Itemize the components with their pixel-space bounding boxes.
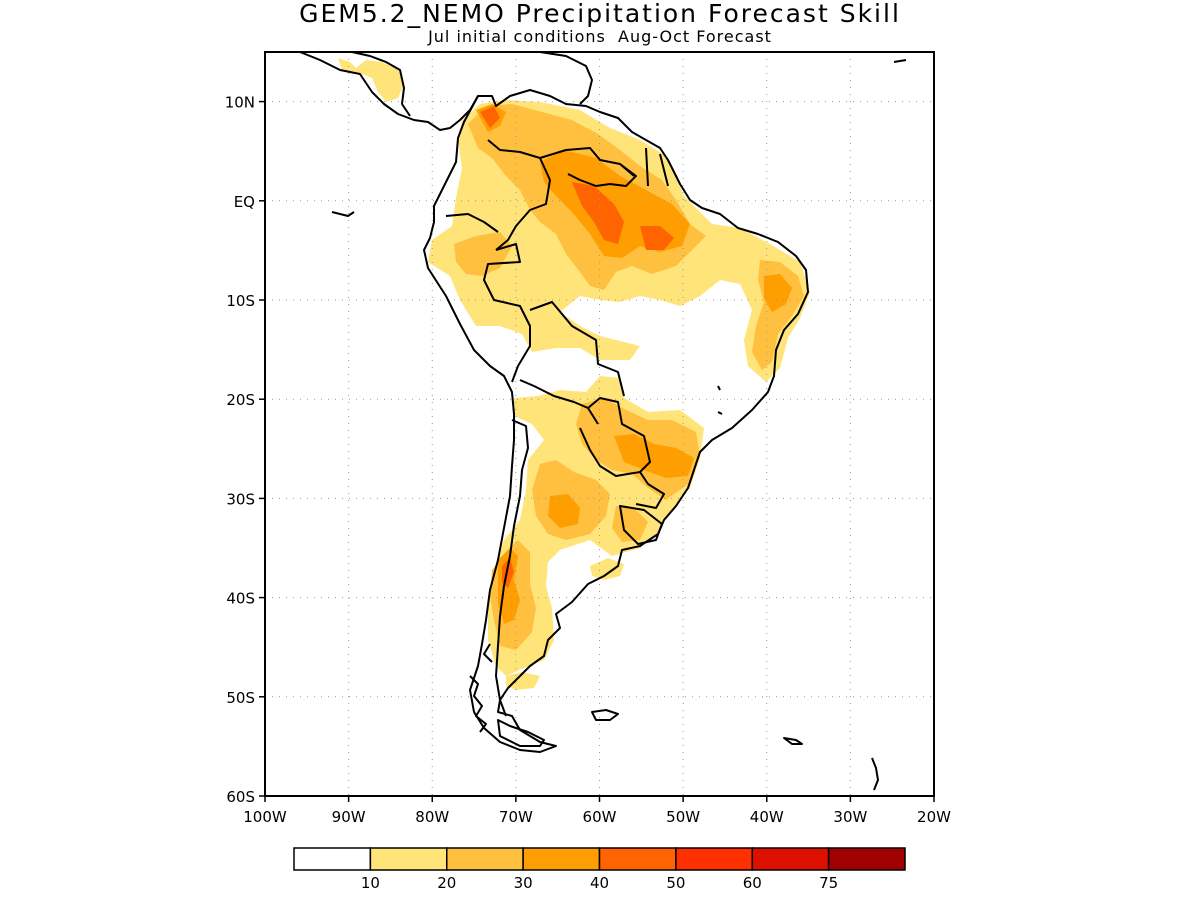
border-ecuador	[445, 213, 499, 233]
central-america-caribbean-coast	[351, 52, 411, 117]
skill-area-argentina-coast	[590, 558, 624, 580]
colorbar-swatch	[522, 847, 601, 871]
south-america-coastline	[423, 89, 809, 753]
colorbar-label: 50	[666, 874, 685, 892]
central-america-coastline	[299, 52, 479, 131]
lon-tick-label: 100W	[243, 808, 287, 826]
skill-area-brazil-east	[764, 274, 792, 312]
skill-area-south-brazil	[614, 434, 694, 478]
lat-tick-label: 30S	[226, 490, 255, 508]
atlantic-islet	[893, 59, 907, 63]
map-grid	[265, 52, 934, 796]
colorbar-swatch	[598, 847, 677, 871]
galapagos-islands	[331, 211, 355, 217]
colorbar-label: 40	[590, 874, 609, 892]
colorbar: 10 20 30 40 50 60 75	[293, 847, 906, 892]
lat-tick-label: 50S	[226, 689, 255, 707]
south-georgia	[783, 737, 803, 745]
lon-tick-label: 90W	[332, 808, 366, 826]
border-chile-argentina	[495, 419, 529, 717]
lon-tick-label: 80W	[415, 808, 449, 826]
border-uruguay	[619, 505, 663, 545]
lon-tick-label: 40W	[750, 808, 784, 826]
tierra-del-fuego	[497, 719, 545, 747]
chilean-archipelago	[469, 643, 493, 733]
border-brazil-bolivia	[529, 301, 625, 397]
skill-area-patagonia	[506, 672, 540, 690]
brazil-islands	[717, 385, 723, 415]
colorbar-swatch	[675, 847, 753, 871]
map-title: GEM5.2_NEMO Precipitation Forecast Skill	[299, 0, 901, 28]
colorbar-swatch	[827, 847, 906, 871]
skill-area-para	[640, 226, 674, 250]
latitude-labels: 10N EQ 10S 20S 30S 40S 50S 60S	[225, 94, 265, 806]
coastlines	[299, 52, 907, 791]
skill-area-central-america	[338, 58, 404, 102]
lon-tick-label: 30W	[833, 808, 867, 826]
skill-shading	[338, 58, 810, 690]
colorbar-swatch	[369, 847, 448, 871]
lat-tick-label: 10N	[225, 94, 255, 112]
lat-tick-label: 20S	[226, 391, 255, 409]
skill-area-peru	[454, 232, 512, 276]
colorbar-swatch	[751, 847, 830, 871]
longitude-labels: 100W 90W 80W 70W 60W 50W 40W 30W 20W	[243, 796, 951, 826]
map-subtitle: Jul initial conditions Aug-Oct Forecast	[428, 27, 772, 46]
colorbar-label: 20	[437, 874, 456, 892]
skill-area-argentina-center	[548, 494, 580, 528]
border-guianas	[619, 147, 669, 187]
lon-tick-label: 60W	[583, 808, 617, 826]
colorbar-swatch	[293, 847, 372, 871]
lon-tick-label: 70W	[499, 808, 533, 826]
skill-area-amazon-core	[572, 182, 624, 244]
skill-area-north-andes	[480, 106, 500, 128]
colorbar-label: 10	[361, 874, 380, 892]
colorbar-swatch	[446, 847, 524, 871]
border-venezuela	[539, 147, 637, 187]
lon-tick-label: 20W	[917, 808, 951, 826]
colorbar-label: 30	[514, 874, 533, 892]
lon-tick-label: 50W	[666, 808, 700, 826]
caribbean-coast-north	[539, 52, 593, 105]
south-sandwich-islands	[871, 757, 879, 791]
lat-tick-label: 60S	[226, 788, 255, 806]
lat-tick-label: 10S	[226, 292, 255, 310]
border-peru	[483, 243, 531, 383]
lat-tick-label: 40S	[226, 590, 255, 608]
lat-tick-label: EQ	[234, 193, 255, 211]
border-paraguay	[579, 397, 651, 477]
border-colombia	[487, 139, 551, 251]
colorbar-label: 60	[743, 874, 762, 892]
border-argentina-brazil	[635, 471, 665, 509]
colorbar-label: 75	[819, 874, 838, 892]
falkland-islands	[591, 709, 619, 721]
border-bolivia-south	[519, 379, 599, 425]
